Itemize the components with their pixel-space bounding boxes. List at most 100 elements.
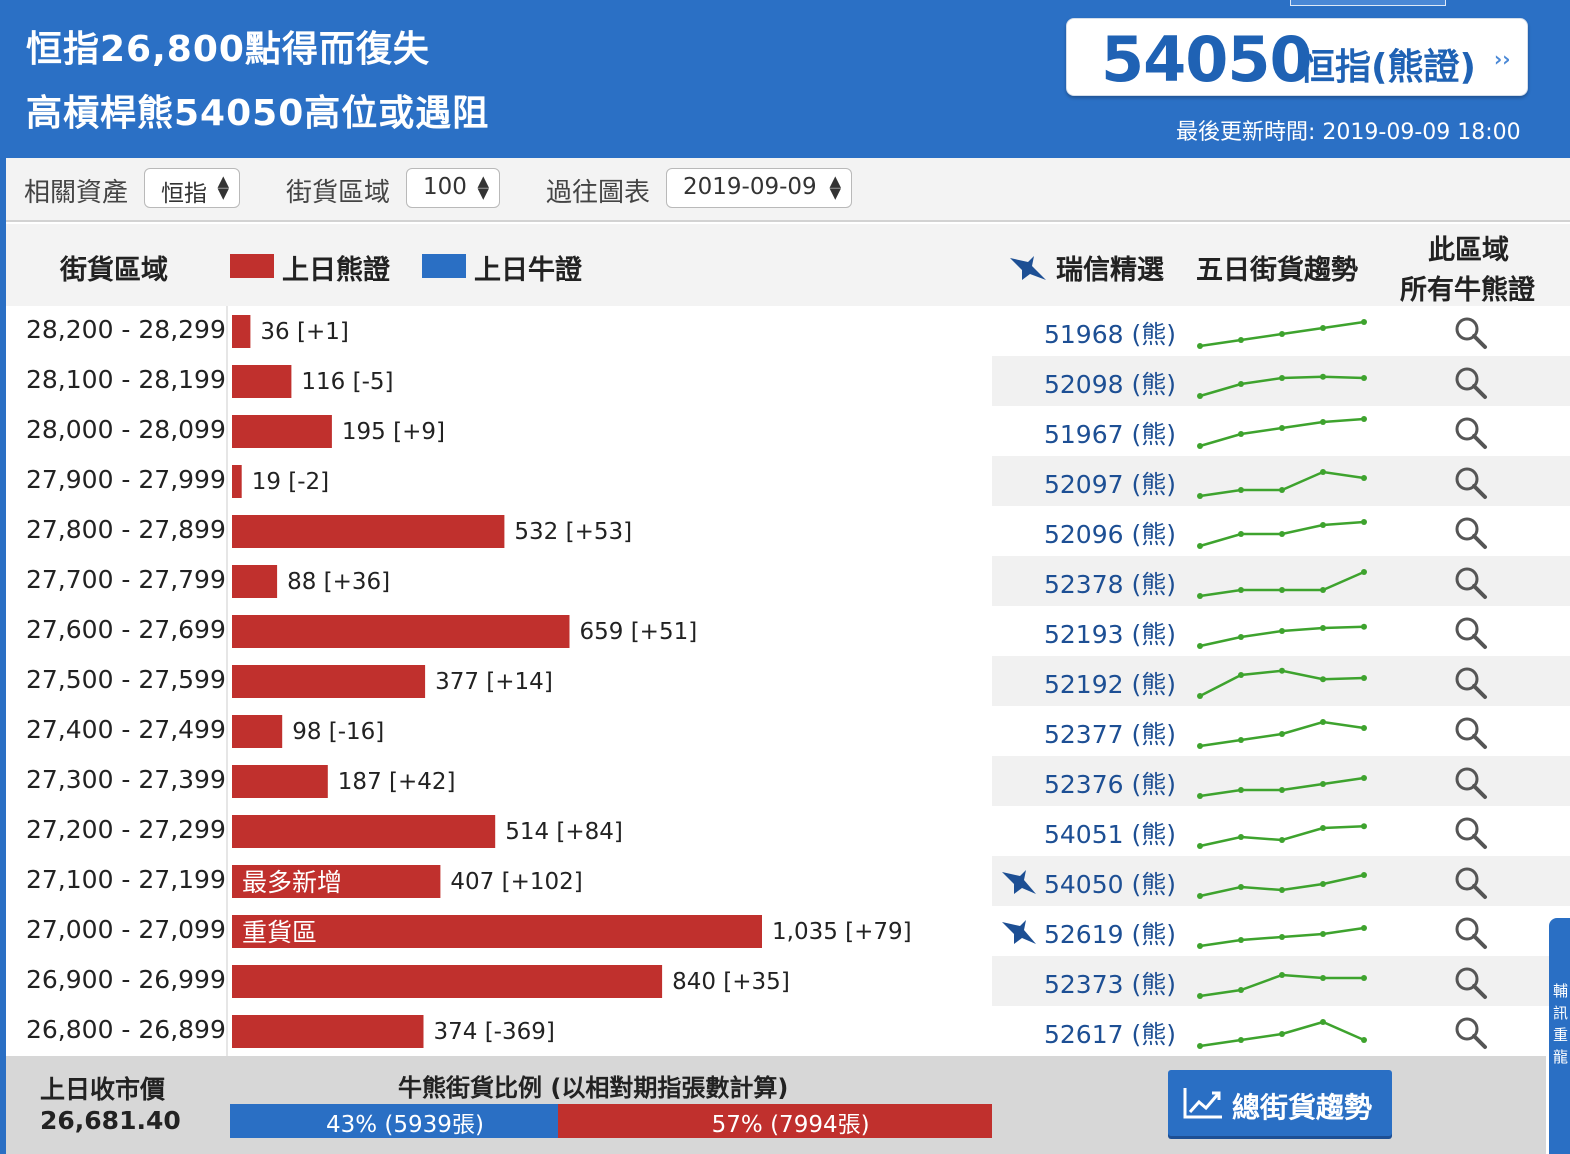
search-icon[interactable] bbox=[1454, 566, 1490, 600]
trend-point bbox=[1238, 381, 1244, 387]
row-right-background bbox=[992, 1006, 1570, 1056]
search-icon[interactable] bbox=[1454, 916, 1490, 950]
range-select[interactable]: 100 ▲ ▼ bbox=[406, 168, 500, 208]
bear-bar[interactable] bbox=[232, 365, 292, 398]
search-icon[interactable] bbox=[1454, 716, 1490, 750]
trend-point bbox=[1238, 987, 1244, 993]
range-select-value: 100 bbox=[423, 174, 467, 200]
five-day-trend-sparkline bbox=[1197, 667, 1367, 699]
bear-bar[interactable] bbox=[232, 715, 283, 748]
five-day-trend-sparkline bbox=[1197, 373, 1367, 399]
legend-bull-label: 上日牛證 bbox=[474, 255, 582, 286]
warrant-code-link[interactable]: 52193 (熊) bbox=[1044, 620, 1176, 649]
table-row: 27,500 - 27,599 377 [+14] 52192 (熊) bbox=[6, 656, 1570, 706]
trend-point bbox=[1361, 569, 1367, 575]
search-icon[interactable] bbox=[1454, 766, 1490, 800]
history-date-select[interactable]: 2019-09-09 ▲ ▼ bbox=[666, 168, 852, 208]
warrant-code-link[interactable]: 54051 (熊) bbox=[1044, 820, 1176, 849]
bar-value-label: 88 [+36] bbox=[287, 569, 390, 595]
warrant-code-link[interactable]: 52097 (熊) bbox=[1044, 470, 1176, 499]
select-arrows-icon: ▲ ▼ bbox=[477, 172, 489, 202]
ubs-logo-icon bbox=[1010, 256, 1046, 280]
filter-bar: 相關資產 恒指 ▲ ▼ 街貨區域 100 ▲ ▼ 過往圖表 2019-09-09 ▲… bbox=[6, 158, 1570, 222]
bear-bar[interactable] bbox=[232, 965, 663, 998]
trend-point bbox=[1238, 787, 1244, 793]
search-icon[interactable] bbox=[1454, 616, 1490, 650]
warrant-code-link[interactable]: 52378 (熊) bbox=[1044, 570, 1176, 599]
bear-bar[interactable] bbox=[232, 815, 496, 848]
warrant-code-link[interactable]: 52617 (熊) bbox=[1044, 1020, 1176, 1049]
search-icon[interactable] bbox=[1454, 866, 1490, 900]
bear-bar[interactable] bbox=[232, 515, 505, 548]
search-icon[interactable] bbox=[1454, 966, 1490, 1000]
search-icon[interactable] bbox=[1454, 666, 1490, 700]
row-bar-area: 840 [+35] bbox=[232, 965, 790, 998]
trend-point bbox=[1197, 593, 1203, 599]
row-right-background bbox=[992, 556, 1570, 606]
side-tab[interactable] bbox=[1549, 918, 1570, 1154]
warrant-code-link[interactable]: 51968 (熊) bbox=[1044, 320, 1176, 349]
search-icon[interactable] bbox=[1454, 816, 1490, 850]
trend-point bbox=[1361, 872, 1367, 878]
bear-bar[interactable] bbox=[232, 765, 328, 798]
five-day-trend-sparkline bbox=[1197, 719, 1367, 749]
bear-bar[interactable] bbox=[232, 1015, 424, 1048]
trend-point bbox=[1361, 319, 1367, 325]
table-row: 27,600 - 27,699 659 [+51] 52193 (熊) bbox=[6, 606, 1570, 656]
search-icon[interactable] bbox=[1454, 466, 1490, 500]
bear-bar[interactable] bbox=[232, 565, 278, 598]
warrant-code-link[interactable]: 52376 (熊) bbox=[1044, 770, 1176, 799]
warrant-code-link[interactable]: 52373 (熊) bbox=[1044, 970, 1176, 999]
search-icon[interactable] bbox=[1454, 416, 1490, 450]
warrant-code-link[interactable]: 51967 (熊) bbox=[1044, 420, 1176, 449]
featured-warrant-link[interactable]: 54050 恒指(熊證) ›› bbox=[1066, 18, 1528, 96]
bear-bar[interactable] bbox=[232, 865, 441, 898]
trend-point bbox=[1361, 623, 1367, 630]
ubs-pick-icon bbox=[1002, 870, 1036, 894]
bar-tag-label: 最多新增 bbox=[242, 868, 342, 897]
search-icon[interactable] bbox=[1454, 366, 1490, 400]
bar-value-label: 532 [+53] bbox=[514, 519, 632, 545]
row-right-background bbox=[992, 506, 1570, 556]
warrant-code-link[interactable]: 52098 (熊) bbox=[1044, 370, 1176, 399]
warrant-code-link[interactable]: 52619 (熊) bbox=[1044, 920, 1176, 949]
bear-bar[interactable] bbox=[232, 915, 762, 948]
bear-bar[interactable] bbox=[232, 665, 426, 698]
trend-point bbox=[1238, 834, 1244, 840]
row-range-label: 27,700 - 27,799 bbox=[26, 565, 226, 594]
legend-bear-swatch bbox=[230, 254, 274, 278]
top-tab[interactable] bbox=[1290, 0, 1446, 6]
warrant-code-link[interactable]: 52096 (熊) bbox=[1044, 520, 1176, 549]
warrant-code-link[interactable]: 52192 (熊) bbox=[1044, 670, 1176, 699]
previous-close-value: 26,681.40 bbox=[40, 1106, 181, 1135]
bear-bar[interactable] bbox=[232, 615, 570, 648]
bear-bar[interactable] bbox=[232, 465, 242, 498]
five-day-trend-sparkline bbox=[1197, 872, 1367, 899]
warrant-code-link[interactable]: 52377 (熊) bbox=[1044, 720, 1176, 749]
total-trend-button[interactable]: 總街貨趨勢 bbox=[1168, 1070, 1392, 1136]
trend-point bbox=[1197, 393, 1203, 399]
trend-point bbox=[1197, 993, 1203, 999]
trend-point bbox=[1361, 823, 1367, 830]
bear-bar[interactable] bbox=[232, 315, 251, 348]
side-tab-text: 輔訊重龍 bbox=[1553, 982, 1569, 1066]
five-day-trend-sparkline bbox=[1197, 972, 1367, 999]
five-day-trend-sparkline bbox=[1197, 469, 1367, 499]
trend-point bbox=[1238, 487, 1244, 493]
warrant-code-link[interactable]: 54050 (熊) bbox=[1044, 870, 1176, 899]
trend-point bbox=[1361, 519, 1367, 525]
trend-line bbox=[1199, 669, 1365, 698]
trend-point bbox=[1279, 667, 1285, 674]
asset-select[interactable]: 恒指 ▲ ▼ bbox=[144, 168, 240, 208]
five-day-trend-sparkline bbox=[1197, 519, 1367, 549]
search-icon[interactable] bbox=[1454, 1016, 1490, 1050]
search-icon[interactable] bbox=[1454, 316, 1490, 350]
five-day-trend-sparkline bbox=[1197, 925, 1367, 949]
five-day-trend-sparkline bbox=[1197, 319, 1367, 349]
row-range-label: 27,600 - 27,699 bbox=[26, 615, 226, 644]
bear-bar[interactable] bbox=[232, 415, 332, 448]
history-select-value: 2019-09-09 bbox=[683, 174, 817, 200]
table-row: 27,900 - 27,999 19 [-2] 52097 (熊) bbox=[6, 456, 1570, 506]
trend-point bbox=[1238, 937, 1244, 943]
search-icon[interactable] bbox=[1454, 516, 1490, 550]
